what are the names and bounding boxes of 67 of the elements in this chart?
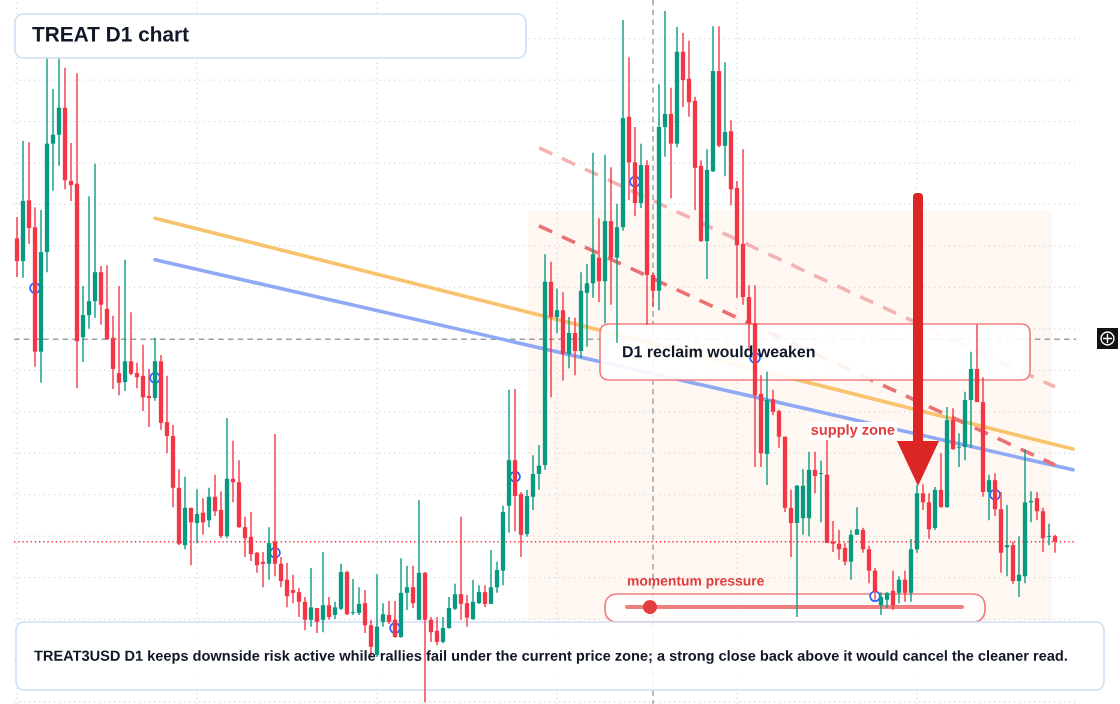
candlestick	[14, 216, 20, 278]
candlestick	[446, 596, 452, 630]
candlestick	[458, 516, 464, 621]
candlestick	[464, 594, 470, 628]
candlestick	[872, 567, 878, 601]
candlestick	[296, 587, 302, 618]
candlestick	[554, 288, 560, 334]
candlestick	[404, 565, 410, 611]
candlestick	[410, 565, 416, 609]
annotation: supply zone	[811, 424, 895, 438]
candlestick	[278, 556, 284, 588]
candlestick	[686, 40, 692, 118]
text: TREAT D1 chart	[32, 26, 189, 42]
candlestick	[350, 578, 356, 616]
candlestick	[650, 272, 656, 308]
candlestick	[50, 88, 56, 192]
candlestick	[770, 388, 776, 416]
candlestick	[956, 432, 962, 468]
candlestick	[392, 600, 398, 639]
candlestick	[206, 487, 212, 528]
annotation: TREAT3USD D1 keeps downside risk active while rallies fail under the current price zone; a strong close back above it would cancel the cleaner read.	[34, 650, 1067, 664]
candlestick	[482, 584, 488, 609]
candlestick	[302, 596, 308, 631]
candlestick	[266, 526, 272, 581]
candlestick	[308, 567, 314, 628]
candlestick	[530, 454, 536, 511]
candlestick	[314, 607, 320, 634]
candlestick	[164, 375, 170, 454]
annotation: D1 reclaim would weaken	[623, 345, 815, 358]
candlestick	[86, 195, 92, 330]
candlestick	[902, 570, 908, 603]
candlestick	[1046, 523, 1052, 546]
candlestick	[320, 551, 326, 633]
candlestick	[470, 578, 476, 621]
candlestick	[488, 549, 494, 605]
candlestick	[326, 596, 332, 621]
candlestick	[896, 575, 902, 604]
candlestick	[290, 574, 296, 604]
candlestick	[662, 10, 668, 158]
candlestick	[572, 317, 578, 376]
annotation: momentum pressure	[627, 576, 764, 589]
candlestick	[380, 602, 386, 628]
candlestick	[122, 259, 128, 392]
candlestick	[938, 452, 944, 509]
candlestick	[818, 460, 824, 524]
candlestick	[386, 600, 392, 625]
candlestick	[494, 561, 500, 594]
candlestick	[362, 589, 368, 634]
candlestick	[356, 586, 362, 616]
candlestick	[140, 344, 146, 412]
candlestick	[476, 584, 482, 605]
candlestick	[440, 616, 446, 644]
candlestick	[986, 473, 992, 521]
candlestick	[722, 61, 728, 177]
candlestick	[194, 488, 200, 544]
candlestick	[866, 545, 872, 584]
candlestick	[596, 217, 602, 303]
candlestick	[452, 583, 458, 611]
candlestick	[854, 506, 860, 536]
candlestick	[566, 316, 572, 369]
candlestick	[584, 263, 590, 348]
candlestick	[1034, 491, 1040, 521]
candlestick	[80, 285, 86, 363]
candlestick	[128, 311, 134, 376]
candlestick	[116, 285, 122, 396]
candlestick	[434, 616, 440, 647]
candlestick	[920, 483, 926, 511]
